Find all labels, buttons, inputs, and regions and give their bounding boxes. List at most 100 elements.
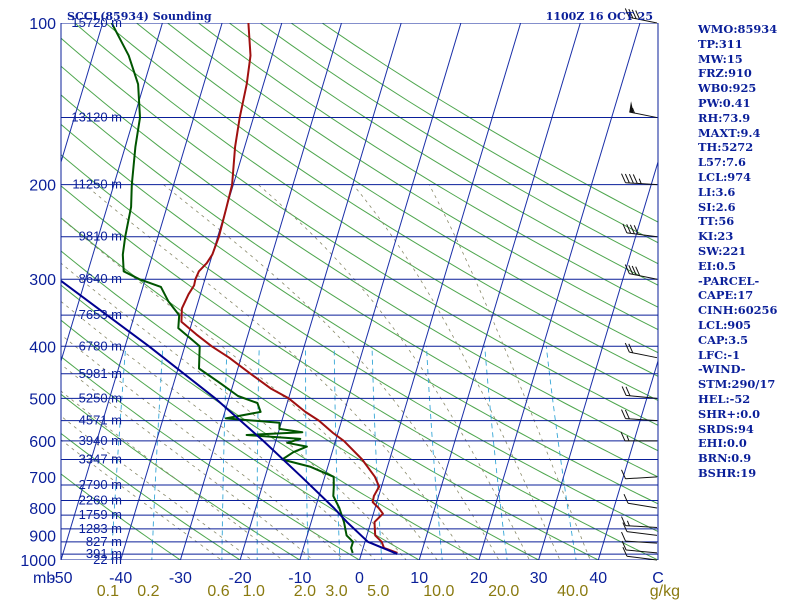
pressure-tick-label: 900 xyxy=(29,528,56,545)
height-label: 5981 m xyxy=(79,366,122,381)
mixing-ratio-label: 0.6 xyxy=(207,583,229,600)
isotherm xyxy=(299,23,462,560)
index-item: FRZ:910 xyxy=(698,66,752,81)
wind-barb xyxy=(621,409,658,422)
dry-adiabat xyxy=(61,65,658,452)
temperature-tick-label: C xyxy=(652,570,664,587)
dry-adiabat xyxy=(167,23,658,331)
index-item: EHI:0.0 xyxy=(698,436,747,451)
index-item: KI:23 xyxy=(698,229,734,244)
height-label: 1759 m xyxy=(79,507,122,522)
height-label: 8640 m xyxy=(79,271,122,286)
chart-title-time: 1100Z 16 OCT 25 xyxy=(546,10,653,23)
isotherm xyxy=(538,160,658,560)
wind-barb xyxy=(621,540,658,554)
index-item: MAXT:9.4 xyxy=(698,125,761,140)
temperature-tick-label: -30 xyxy=(169,570,192,587)
index-item: PW:0.41 xyxy=(698,95,751,110)
height-label: 11250 m xyxy=(72,177,122,192)
moist-adiabat xyxy=(61,334,345,560)
temperature-tick-label: -10 xyxy=(288,570,311,587)
index-item: LI:3.6 xyxy=(698,184,736,199)
dry-adiabat xyxy=(61,217,600,560)
temperature-tick-label: 10 xyxy=(410,570,428,587)
dry-adiabat xyxy=(61,284,480,560)
temperature-tick-label: 30 xyxy=(530,570,548,587)
dry-adiabat xyxy=(105,23,658,377)
temperature-tick-label: 40 xyxy=(589,570,607,587)
wind-barb xyxy=(624,342,658,359)
wind-barb xyxy=(621,531,658,544)
dry-adiabat xyxy=(259,23,658,265)
mixing-ratio-label: 0.1 xyxy=(97,583,119,600)
temperature-tick-label: 20 xyxy=(470,570,488,587)
dry-adiabat xyxy=(136,23,658,354)
wind-barb xyxy=(622,546,658,561)
dry-adiabat xyxy=(61,94,658,478)
isotherm xyxy=(358,23,522,560)
wind-barb xyxy=(622,223,658,238)
wind-barb xyxy=(622,522,658,536)
dry-adiabat xyxy=(61,432,242,560)
moist-adiabat xyxy=(428,184,591,560)
height-label: 2260 m xyxy=(79,493,122,508)
moist-adiabat xyxy=(61,439,223,560)
height-label: 9810 m xyxy=(79,229,122,244)
index-item: SHR+:0.0 xyxy=(698,406,761,421)
index-item: STM:290/17 xyxy=(698,377,776,392)
index-item: WMO:85934 xyxy=(698,22,778,36)
isotherm xyxy=(478,23,641,560)
index-item: SRDS:94 xyxy=(698,421,754,436)
isotherm xyxy=(61,23,104,164)
pressure-tick-label: 700 xyxy=(29,470,56,487)
dry-adiabat xyxy=(61,185,658,560)
dry-adiabat xyxy=(74,23,658,402)
dry-adiabat xyxy=(229,23,658,286)
wind-barb xyxy=(621,386,658,399)
index-item: LCL:905 xyxy=(698,317,752,332)
mixing-ratio-label: 2.0 xyxy=(294,583,316,600)
index-item: MW:15 xyxy=(698,51,743,66)
dry-adiabat xyxy=(61,37,658,426)
isotherm xyxy=(418,23,581,560)
chart-title-station: SCCL(85934) Sounding xyxy=(67,10,212,23)
isotherm xyxy=(61,23,163,363)
height-label: 827 m xyxy=(86,534,122,549)
mixing-ratio-label: 40.0 xyxy=(557,583,588,600)
pressure-tick-label: 500 xyxy=(29,391,56,408)
index-item: SW:221 xyxy=(698,243,747,258)
indices-panel: WMO:85934 TP:311 MW:15 FRZ:910 WB0:925 PW:0.4… xyxy=(698,22,777,481)
index-item: CAPE:17 xyxy=(698,288,754,303)
height-label: 4571 m xyxy=(79,413,122,428)
wind-barb xyxy=(621,516,658,529)
index-item: TP:311 xyxy=(698,36,743,51)
wind-barb xyxy=(624,264,658,280)
index-item: TT:56 xyxy=(698,214,735,229)
height-label: 3347 m xyxy=(79,452,122,467)
temperature-tick-label: -20 xyxy=(229,570,252,587)
mixing-ratio-label: 0.2 xyxy=(137,583,159,600)
wind-barb xyxy=(623,493,658,509)
mixing-ratio-line xyxy=(545,346,577,560)
dry-adiabat xyxy=(61,250,540,560)
mixing-ratio-label: 3.0 xyxy=(325,583,347,600)
pressure-tick-label: 100 xyxy=(29,16,56,33)
height-label: 22 m xyxy=(93,552,122,567)
isotherm xyxy=(239,23,402,560)
pressure-tick-label: 200 xyxy=(29,178,56,195)
height-label: 1283 m xyxy=(79,521,122,536)
pressure-tick-label: 1000 xyxy=(20,553,56,570)
wind-barb xyxy=(624,8,658,24)
height-label: 13120 m xyxy=(71,110,122,125)
pressure-tick-label: 600 xyxy=(29,434,56,451)
mixing-ratio-unit-label: g/kg xyxy=(650,583,680,600)
height-label: 7653 m xyxy=(79,307,122,322)
index-item: BRN:0.9 xyxy=(698,451,752,466)
isotherm xyxy=(120,23,283,560)
pressure-tick-label: 300 xyxy=(29,272,56,289)
moist-adiabat xyxy=(352,184,561,560)
index-item: LCL:974 xyxy=(698,169,752,184)
mixing-ratio-label: 1.0 xyxy=(243,583,265,600)
index-item: -PARCEL- xyxy=(698,273,760,288)
